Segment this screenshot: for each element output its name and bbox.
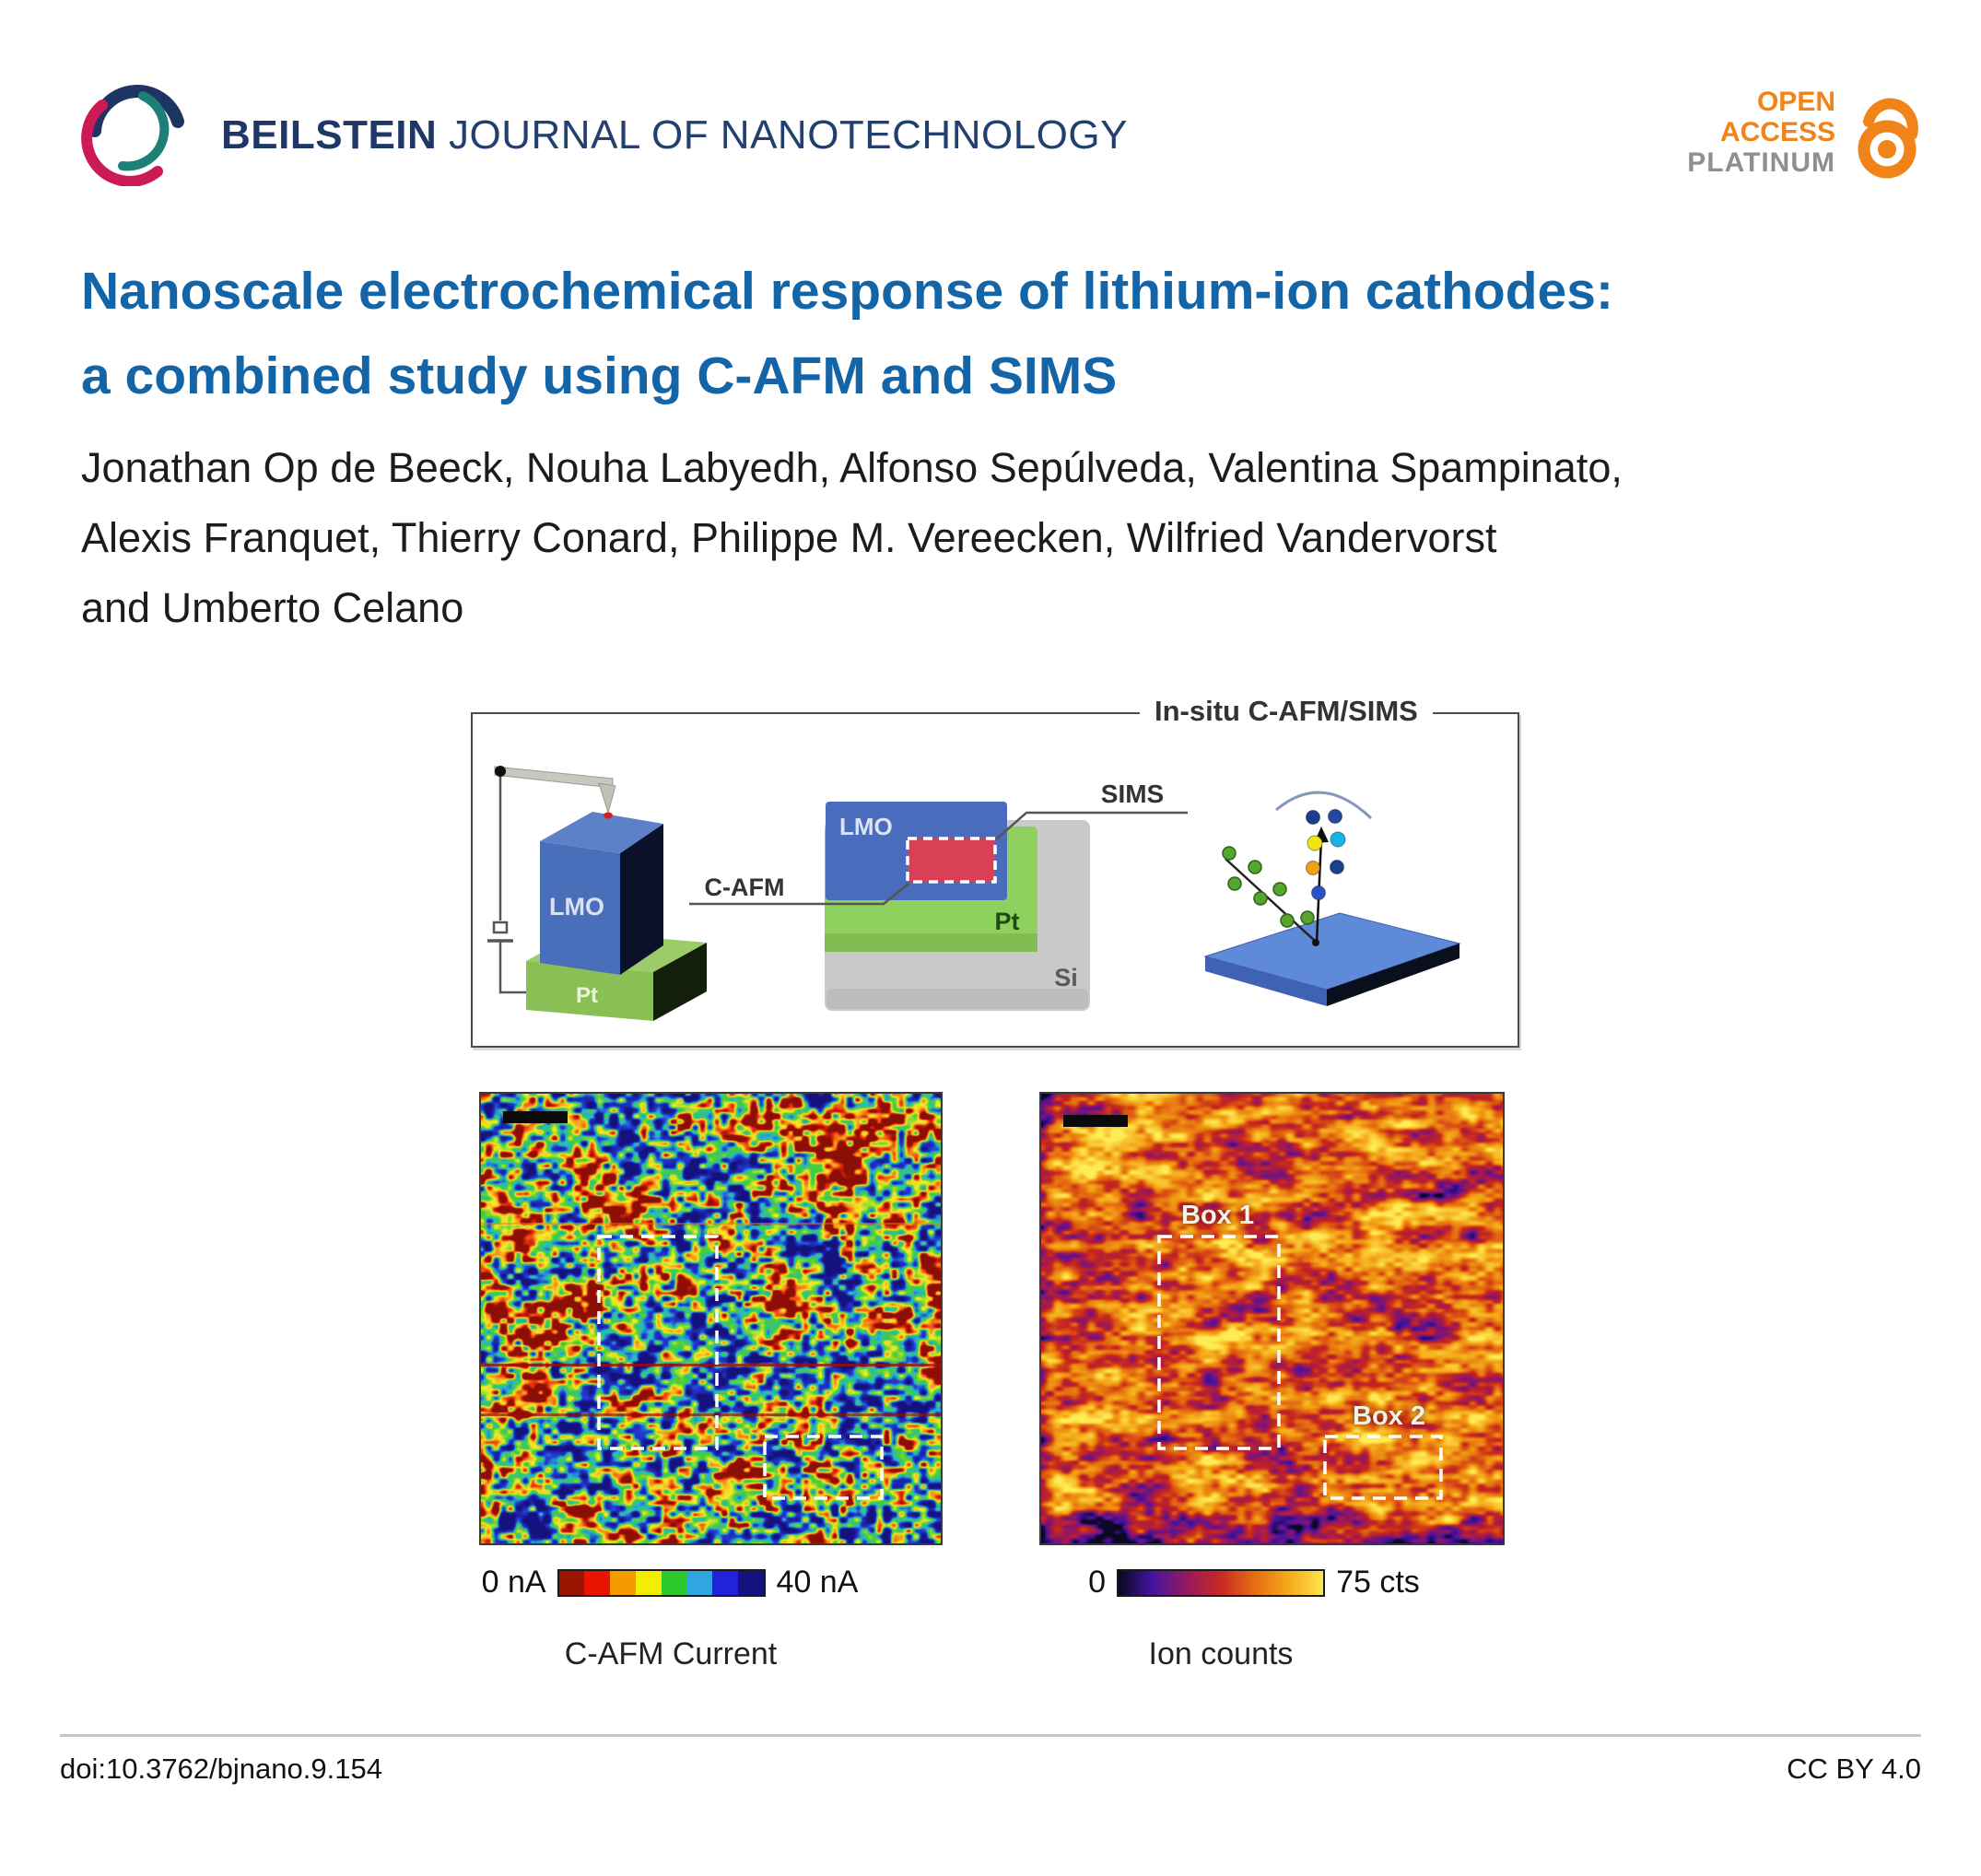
scale-bar — [503, 1111, 568, 1123]
schematic-drawing: LMO Pt LMO Pt Si C-AFM SIMS — [487, 766, 1461, 1021]
sample-stack-illustration: LMO Pt Si C-AFM SIMS — [689, 780, 1188, 1011]
scan-line-artifact — [481, 1223, 941, 1225]
schematic-panel-title: In-situ C-AFM/SIMS — [1140, 695, 1433, 728]
box1-label: Box 1 — [1181, 1201, 1254, 1230]
analysis-box2-outline — [1323, 1435, 1443, 1500]
article-title-line1: Nanoscale electrochemical response of li… — [81, 262, 1613, 321]
open-access-line3: PLATINUM — [1687, 147, 1835, 178]
pt-layer-edge — [825, 933, 1037, 952]
author-list: Jonathan Op de Beeck, Nouha Labyedh, Alf… — [81, 433, 1924, 643]
si-substrate-label: Si — [1054, 964, 1078, 991]
sims-colorbar — [1117, 1568, 1326, 1597]
article-title: Nanoscale electrochemical response of li… — [81, 249, 1924, 418]
open-access-line2: ACCESS — [1719, 117, 1835, 147]
analysis-box1-outline — [597, 1235, 719, 1450]
lock-shackle — [1863, 98, 1918, 140]
journal-logo — [81, 85, 184, 186]
author-line1: Jonathan Op de Beeck, Nouha Labyedh, Alf… — [81, 444, 1623, 491]
box2-label: Box 2 — [1353, 1401, 1425, 1431]
impact-point — [1312, 939, 1319, 946]
scan-line-artifact — [481, 1364, 941, 1366]
sims-scale-min: 0 — [1088, 1565, 1107, 1600]
sims-leader-line — [995, 811, 1188, 840]
lmo-layer-label: LMO — [839, 813, 893, 840]
contact-point — [604, 812, 613, 819]
sims-map-caption: Ion counts — [1148, 1636, 1294, 1671]
cafm-map-annotations — [597, 1235, 884, 1500]
si-substrate-lip — [826, 989, 1088, 1009]
lmo-box-side — [620, 824, 663, 975]
analysis-box1-outline — [1157, 1235, 1281, 1450]
cafm-colorbar — [557, 1568, 766, 1597]
cafm-map-image — [481, 1094, 941, 1543]
secondary-ion-dots — [1305, 808, 1346, 901]
cafm-current-map — [479, 1092, 943, 1545]
pt-slab-label: Pt — [576, 983, 598, 1008]
analysis-box2-outline — [763, 1435, 884, 1500]
open-access-badge: OPEN ACCESS PLATINUM — [1566, 87, 1835, 178]
doi-text: doi:10.3762/bjnano.9.154 — [60, 1753, 382, 1785]
sims-sputtering-illustration — [1203, 791, 1461, 1006]
cafm-colorbar-row: 0 nA 40 nA — [440, 1565, 900, 1600]
author-line3: and Umberto Celano — [81, 584, 464, 631]
cantilever-pivot — [495, 766, 506, 777]
journal-name-bold: BEILSTEIN — [221, 112, 438, 158]
lock-keyhole — [1878, 140, 1896, 158]
open-lock-icon — [1858, 98, 1918, 179]
cafm-setup-illustration: LMO Pt — [487, 766, 707, 1021]
author-line2: Alexis Franquet, Thierry Conard, Philipp… — [81, 514, 1497, 561]
journal-name: BEILSTEIN JOURNAL OF NANOTECHNOLOGY — [221, 114, 1128, 157]
afm-tip — [598, 782, 616, 815]
sims-scale-max: 75 cts — [1336, 1565, 1420, 1600]
license-text: CC BY 4.0 — [1787, 1753, 1921, 1785]
article-title-line2: a combined study using C-AFM and SIMS — [81, 346, 1118, 405]
ion-beam-line — [1225, 858, 1317, 943]
lmo-box-front — [540, 841, 620, 975]
pt-layer-label: Pt — [995, 908, 1020, 935]
open-access-line1: OPEN — [1756, 87, 1835, 117]
sims-colorbar-row: 0 75 cts — [1024, 1565, 1484, 1600]
journal-name-rest: JOURNAL OF NANOTECHNOLOGY — [437, 112, 1128, 158]
afm-cantilever — [494, 766, 614, 789]
cafm-label: C-AFM — [705, 874, 785, 901]
logo-arc-crimson — [81, 100, 163, 186]
scan-line-artifact — [481, 1413, 941, 1416]
cafm-map-caption: C-AFM Current — [564, 1636, 778, 1671]
sims-map-image — [1041, 1094, 1503, 1543]
cafm-scale-min: 0 nA — [481, 1565, 546, 1600]
pt-slab-front — [526, 961, 653, 1021]
circuit-wire-bottom — [498, 941, 528, 994]
lmo-box-label: LMO — [549, 893, 604, 920]
sample-plate-side — [1327, 944, 1459, 1006]
cafm-scale-max: 40 nA — [776, 1565, 859, 1600]
battery-symbol — [492, 920, 509, 934]
detector-arc — [1275, 791, 1373, 820]
schematic-panel: In-situ C-AFM/SIMS LMO Pt — [471, 695, 1519, 1048]
logo-arc-teal — [118, 91, 170, 171]
sims-label: SIMS — [1101, 780, 1164, 808]
scale-bar — [1063, 1115, 1128, 1127]
sims-ion-map: Box 1 Box 2 — [1039, 1092, 1505, 1545]
sample-plate-front — [1205, 956, 1327, 1006]
sims-map-annotations — [1157, 1235, 1443, 1500]
primary-ion-dots — [1222, 846, 1315, 928]
sims-crater — [906, 837, 997, 884]
footer-divider — [60, 1734, 1921, 1737]
lmo-box-top — [540, 812, 663, 853]
cafm-leader-line — [689, 883, 909, 906]
pt-slab-side — [653, 943, 707, 1021]
